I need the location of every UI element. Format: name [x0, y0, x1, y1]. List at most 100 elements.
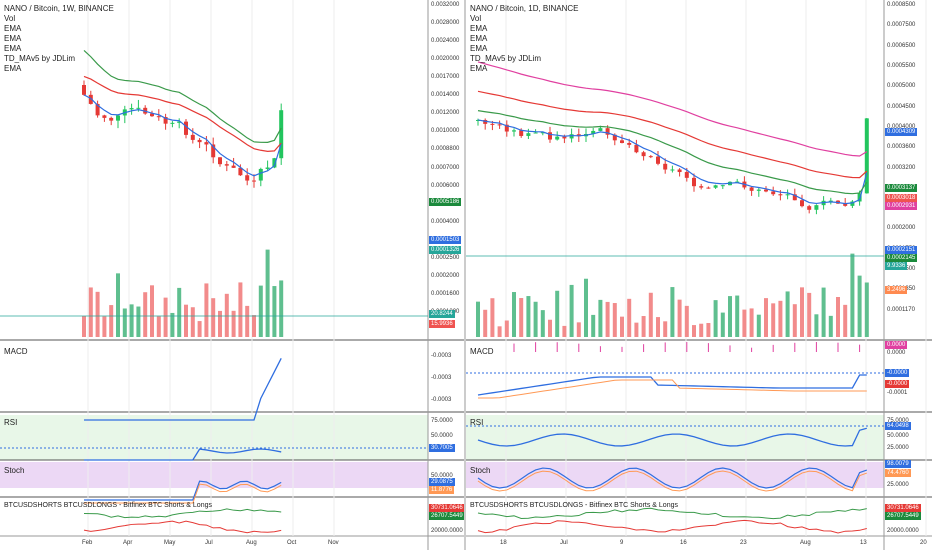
- volume-bar: [497, 326, 502, 337]
- candle-body: [224, 164, 229, 166]
- time-tick-label: May: [164, 540, 176, 546]
- macd-histogram-bar: [837, 342, 839, 352]
- candle-body: [569, 134, 574, 139]
- volume-bar: [612, 303, 617, 337]
- volume-bar: [684, 305, 689, 337]
- price-tag: 20.8244: [429, 310, 455, 318]
- volume-bar: [204, 283, 209, 337]
- right-macd-label: MACD: [470, 347, 494, 356]
- right-legend-item: EMA: [470, 44, 488, 53]
- left-chart-canvas[interactable]: [0, 0, 464, 550]
- candle-body: [258, 168, 263, 181]
- stoch-k-line: [84, 480, 282, 501]
- price-tick-label: 0.0002500: [431, 254, 460, 261]
- right-legend-item: EMA: [470, 24, 488, 33]
- price-tick-label: 0.0012000: [431, 110, 460, 117]
- price-tick-label: 0.0006000: [431, 182, 460, 189]
- price-tick-label: 0.0008500: [887, 2, 916, 8]
- time-tick-label: Oct: [287, 540, 297, 546]
- left-legend: NANO / Bitcoin, 1W, BINANCE Vol EMA EMA …: [4, 4, 114, 74]
- stoch-band: [466, 462, 884, 488]
- price-tick-label: 0.0005500: [887, 62, 916, 69]
- right-chart-canvas[interactable]: [466, 0, 932, 550]
- volume-bar: [836, 297, 840, 337]
- candle-body: [184, 121, 188, 135]
- macd-tick-label: -0.0001: [887, 390, 908, 396]
- left-legend-item: EMA: [4, 64, 22, 73]
- candle-body: [197, 139, 202, 143]
- macd-histogram-bar: [664, 342, 666, 352]
- right-legend-item: EMA: [470, 34, 488, 43]
- stoch-tag: 74.4760: [885, 469, 911, 477]
- candle-body: [150, 113, 154, 117]
- candle-body: [238, 167, 243, 176]
- volume-bar: [170, 312, 175, 337]
- volume-bar: [728, 296, 732, 337]
- volume-bar: [792, 304, 797, 337]
- macd-line: [84, 358, 282, 421]
- candle-body: [864, 118, 869, 194]
- volume-bar: [692, 325, 696, 337]
- price-tag: 15.9936: [429, 320, 455, 328]
- macd-histogram-bar: [578, 343, 580, 352]
- rsi-line: [84, 448, 282, 461]
- volume-bar: [778, 300, 783, 337]
- left-macd-label: MACD: [4, 347, 28, 356]
- shorts-tag: 30731.0646: [885, 504, 921, 512]
- left-shorts-label: BTCUSDSHORTS BTCUSDLONGS - Bitfinex BTC …: [4, 502, 212, 509]
- candle-body: [272, 158, 277, 168]
- ema-line: [477, 110, 868, 195]
- time-tick-label: Feb: [82, 540, 93, 546]
- volume-bar: [742, 309, 747, 337]
- time-tick-label: Aug: [246, 540, 257, 546]
- price-tag: 0.0004309: [885, 128, 918, 136]
- time-tick-label: 9: [620, 540, 624, 546]
- candle-body: [211, 144, 216, 158]
- candle-body: [656, 156, 660, 164]
- volume-bar: [569, 284, 574, 337]
- price-tick-label: 0.0008800: [431, 146, 460, 153]
- volume-bar: [699, 323, 704, 337]
- left-chart[interactable]: NANO / Bitcoin, 1W, BINANCE Vol EMA EMA …: [0, 0, 464, 550]
- price-tag: 0.0001326: [429, 246, 462, 254]
- candle-body: [526, 133, 531, 136]
- stoch-tag: 29.0875: [429, 478, 455, 486]
- rsi-tag: 64.0498: [885, 422, 911, 430]
- volume-bar: [785, 291, 790, 337]
- volume-bar: [82, 316, 86, 337]
- chart-divider[interactable]: [464, 0, 466, 550]
- macd-histogram-bar: [599, 346, 601, 352]
- price-tick-label: 0.0006500: [887, 42, 916, 49]
- price-tick-label: 0.0004000: [887, 123, 916, 130]
- candle-body: [814, 205, 819, 210]
- rsi-tick-label: 75.0000: [431, 418, 453, 424]
- candle-body: [245, 175, 250, 181]
- macd-histogram-bar: [751, 347, 753, 352]
- candle-body: [548, 132, 552, 140]
- volume-bar: [764, 298, 768, 337]
- ema-line: [83, 75, 282, 152]
- candle-body: [190, 134, 195, 140]
- volume-bar: [857, 275, 862, 337]
- volume-bar: [641, 316, 646, 337]
- right-shorts-label: BTCUSDSHORTS BTCUSDLONGS - Bitfinex BTC …: [470, 502, 678, 509]
- rsi-line: [477, 427, 867, 447]
- candle-body: [129, 108, 134, 110]
- candle-body: [533, 132, 538, 134]
- volume-bar: [102, 316, 107, 337]
- candle-body: [764, 189, 768, 192]
- stoch-tag: 11.8776: [429, 486, 455, 494]
- volume-bar: [483, 309, 488, 337]
- shorts-tag: 26707.5449: [429, 512, 464, 520]
- price-tick-label: 0.0001170: [887, 306, 915, 313]
- volume-bar: [231, 310, 236, 337]
- candle-body: [800, 200, 804, 207]
- right-chart[interactable]: NANO / Bitcoin, 1D, BINANCE Vol EMA EMA …: [466, 0, 932, 550]
- volume-bar: [150, 285, 154, 337]
- shorts-tag: 26707.5449: [885, 512, 921, 520]
- volume-bar: [828, 315, 833, 337]
- stoch-tick-label: 50.0000: [431, 473, 453, 479]
- ema-line: [477, 61, 868, 157]
- volume-bar: [163, 297, 168, 337]
- candle-body: [497, 124, 502, 126]
